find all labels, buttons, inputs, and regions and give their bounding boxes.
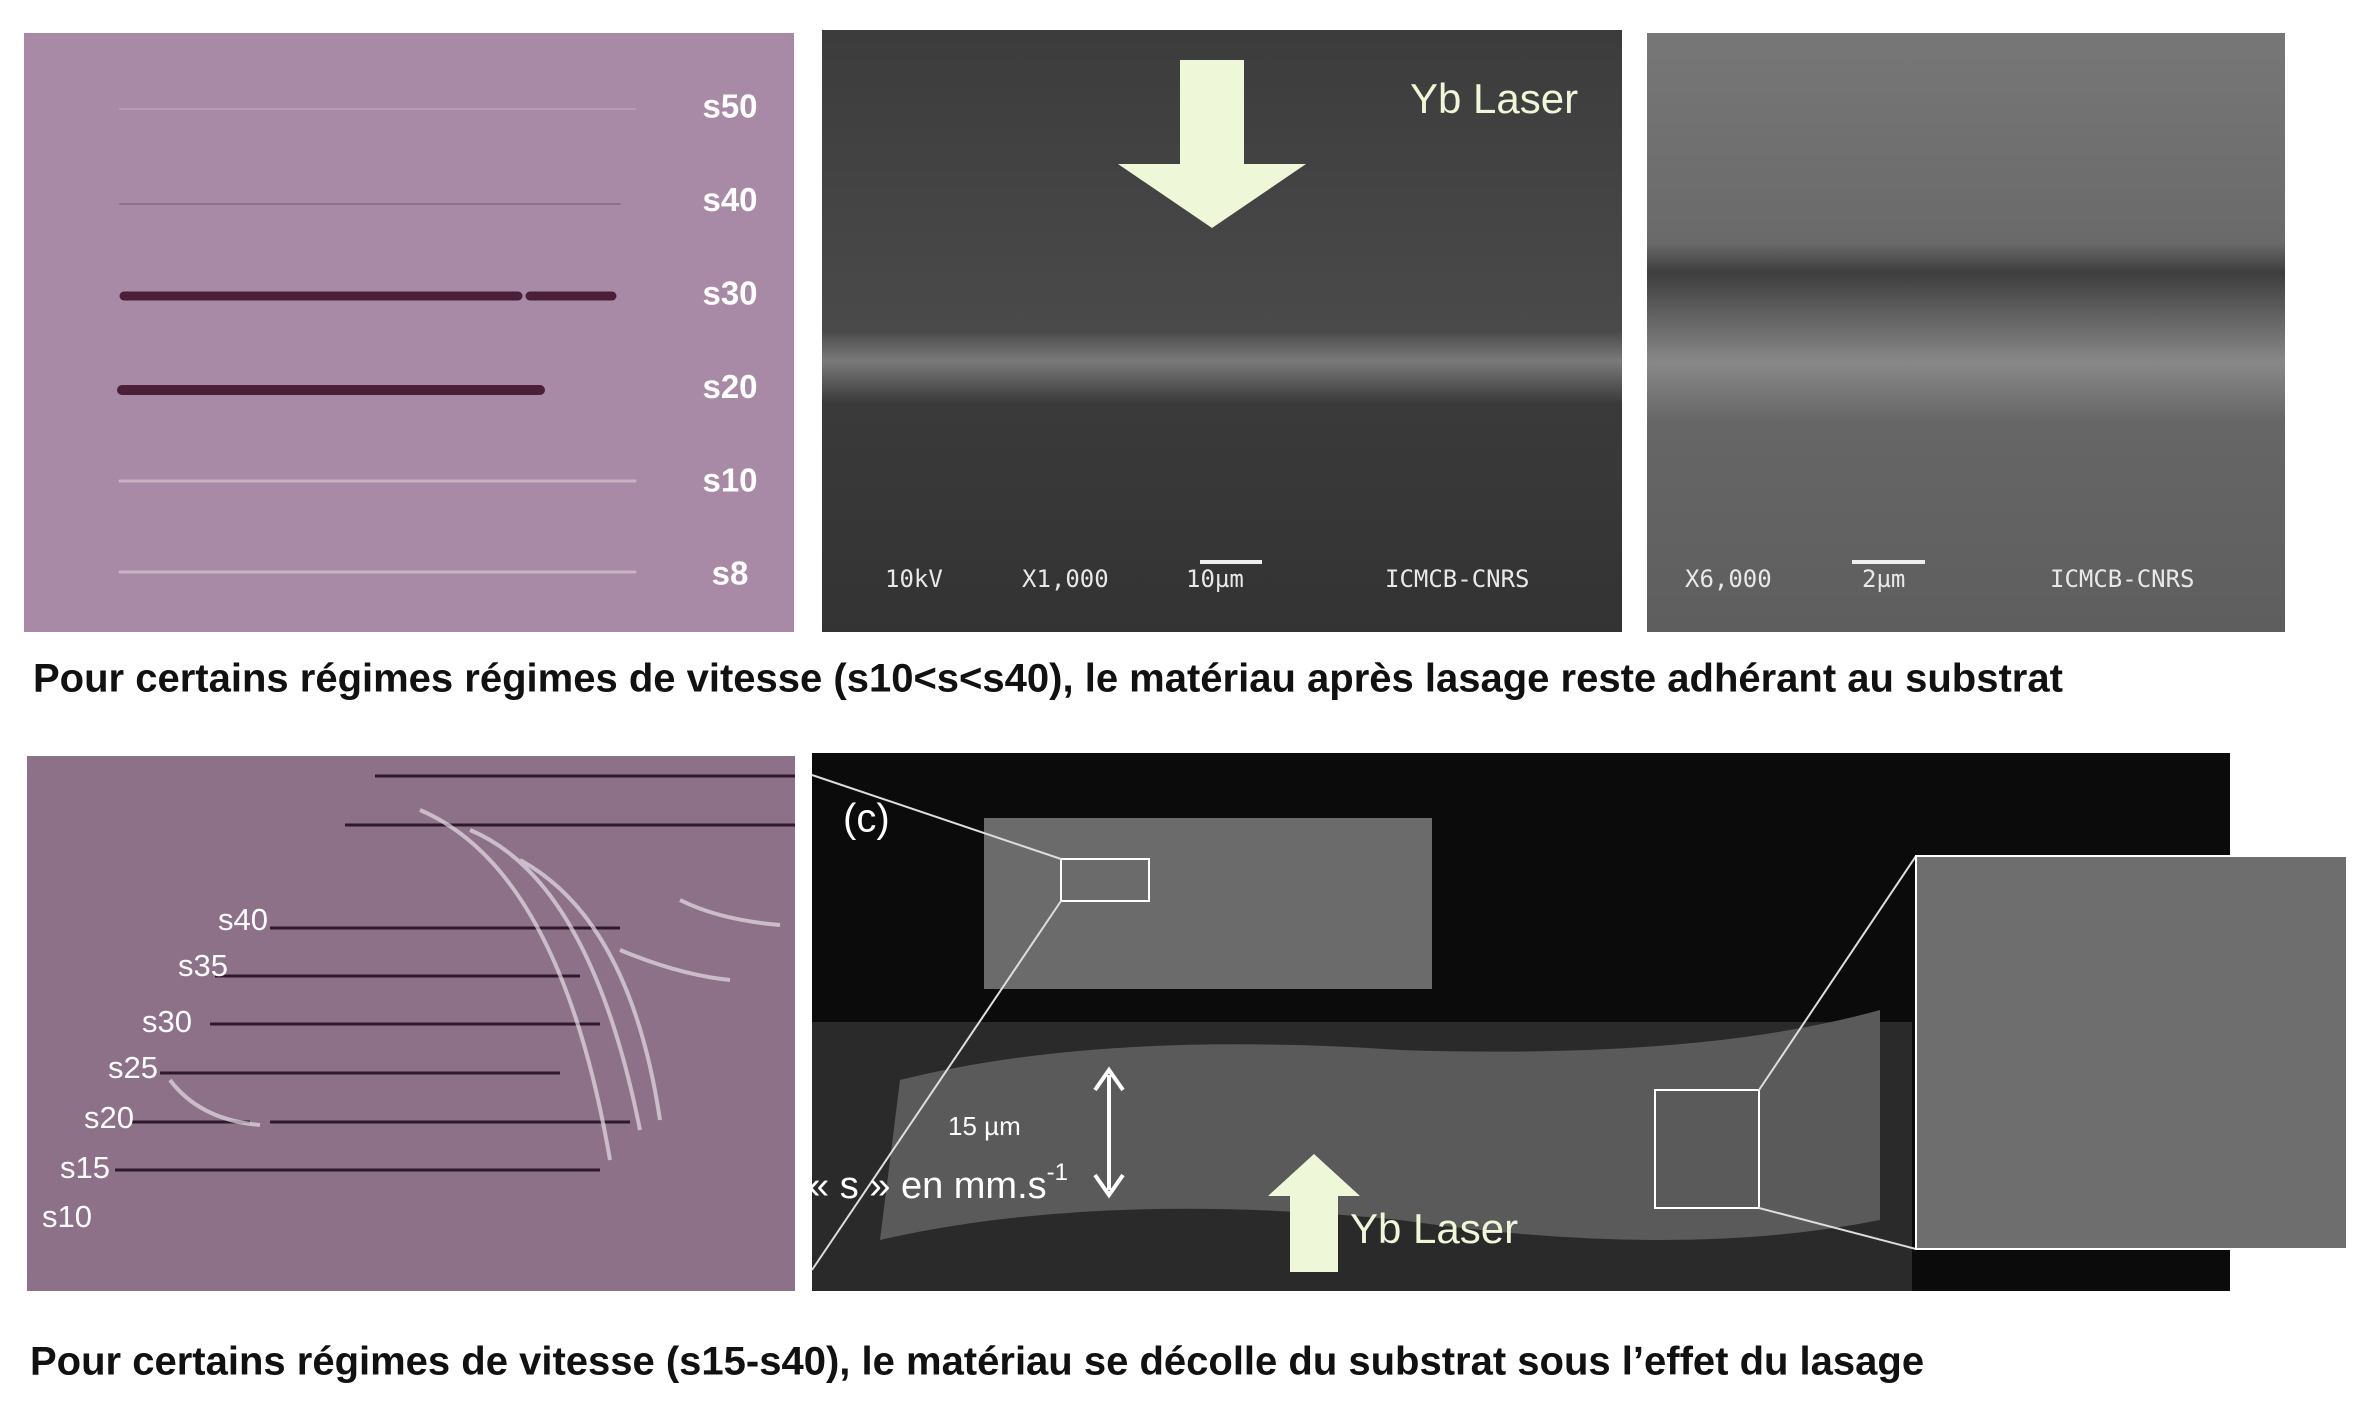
- unit-exponent: -1: [1047, 1159, 1068, 1186]
- speed-label: s30: [142, 1004, 192, 1039]
- sem-image-2: [1647, 33, 2285, 632]
- unit: « s » en mm.s: [808, 1165, 1047, 1207]
- speed-unit: « s » en mm.s-1: [808, 1159, 1068, 1207]
- panel-label: (c): [843, 797, 890, 841]
- sem-voltage: 10kV: [885, 565, 943, 593]
- thickness-label: 15 µm: [948, 1111, 1021, 1141]
- sem-inset: [984, 818, 1432, 989]
- page: {"top": {"speed_labels": ["s50", "s40", …: [0, 0, 2371, 1404]
- speed-label: s40: [702, 181, 757, 218]
- laser-label: Yb Laser: [1350, 1205, 1518, 1252]
- slide: s50 s40 s30 s20 s10 s8 Yb Laser 10kV X1,000 1…: [0, 0, 2371, 1404]
- photo-top-left: [24, 33, 794, 632]
- sem-scale: 2µm: [1862, 565, 1905, 593]
- speed-label: s30: [702, 275, 757, 312]
- sem-lab: ICMCB-CNRS: [1385, 565, 1530, 593]
- sem-lab: ICMCB-CNRS: [2050, 565, 2195, 593]
- sem-scale: 10µm: [1186, 565, 1244, 593]
- speed-label: s35: [178, 948, 228, 983]
- speed-label: s10: [702, 461, 757, 498]
- sem-magnification: X1,000: [1022, 565, 1109, 593]
- caption: Pour certains régimes régimes de vitesse…: [33, 657, 2063, 701]
- speed-label: s50: [702, 88, 757, 125]
- sem-magnification: X6,000: [1685, 565, 1772, 593]
- speed-label: s20: [702, 368, 757, 405]
- speed-label: s15: [60, 1150, 110, 1185]
- speed-label: s25: [108, 1050, 158, 1085]
- speed-label: s8: [712, 555, 749, 592]
- caption: Pour certains régimes de vitesse (s15-s4…: [30, 1340, 1924, 1384]
- speed-label: s10: [42, 1199, 92, 1234]
- speed-label: s40: [218, 902, 268, 937]
- speed-label: s20: [84, 1100, 134, 1135]
- laser-label: Yb Laser: [1410, 75, 1578, 122]
- sem-zoom: [1916, 856, 2347, 1249]
